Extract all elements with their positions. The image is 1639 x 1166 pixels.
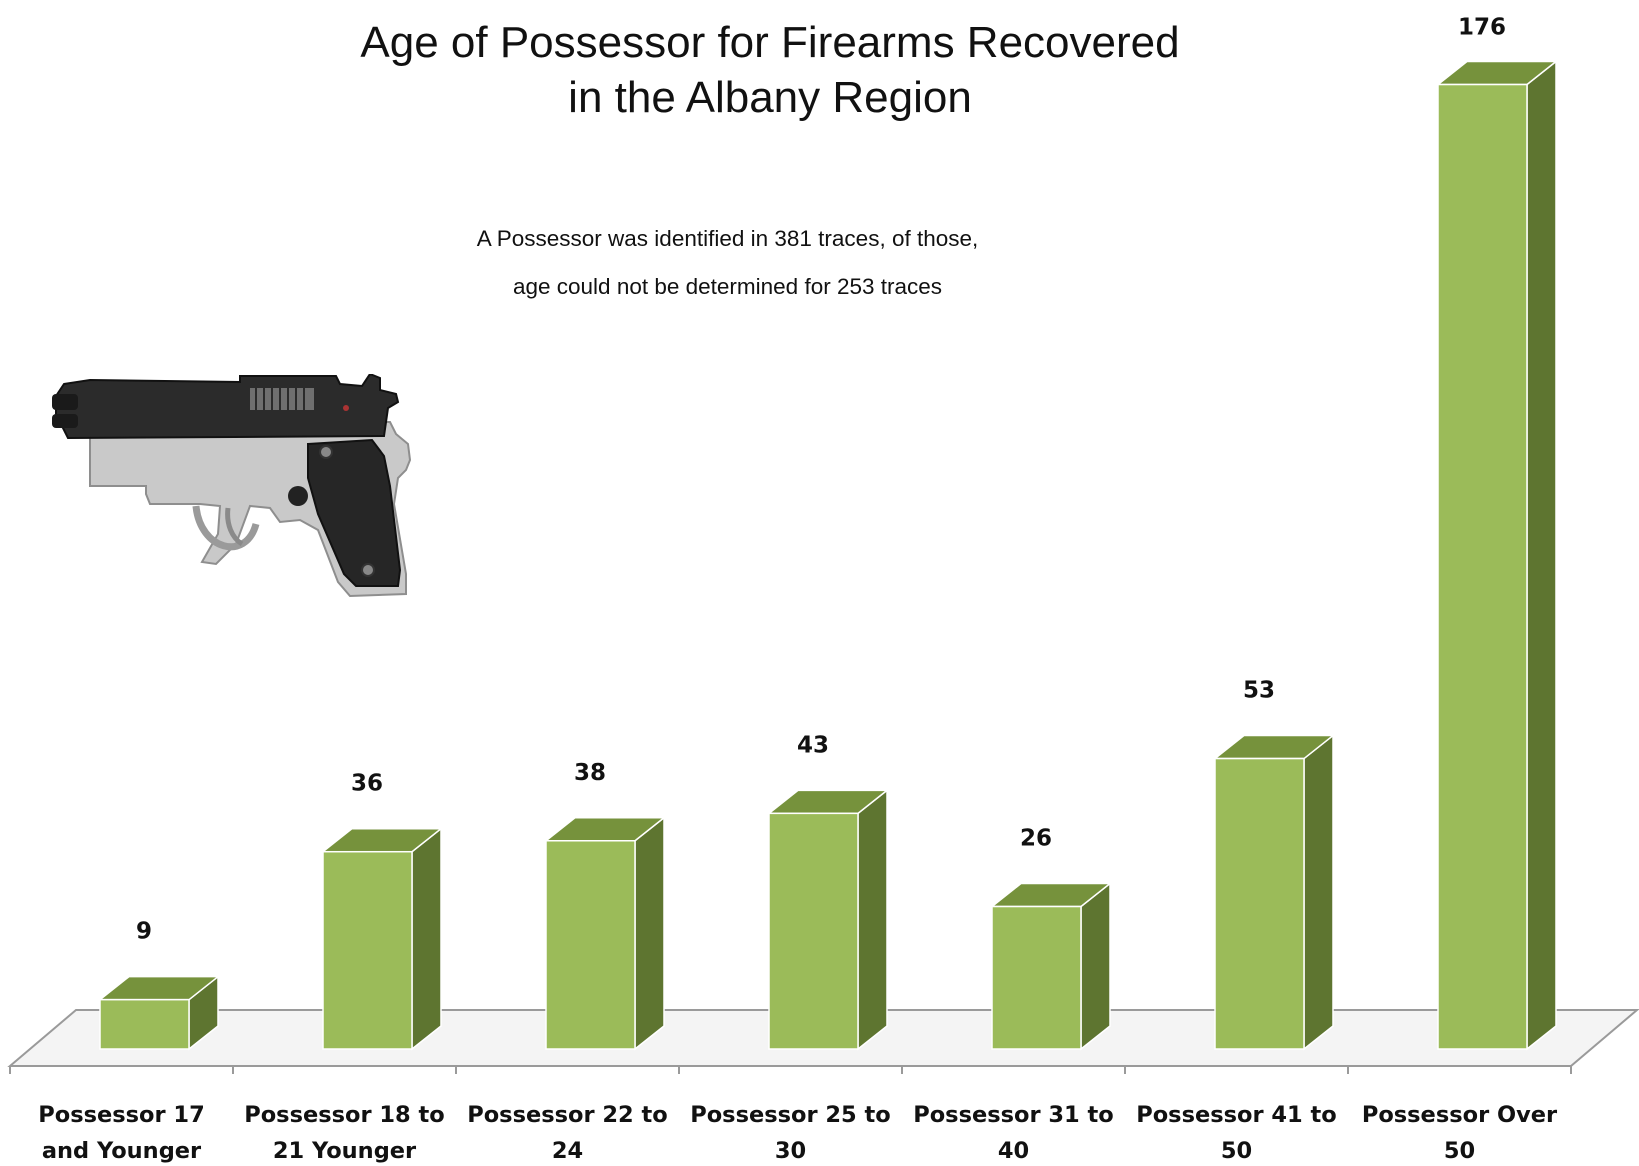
bar-front-face bbox=[1214, 757, 1305, 1050]
bar-7 bbox=[1435, 59, 1559, 1051]
category-label: Possessor 31 to bbox=[913, 1102, 1114, 1128]
category-label: Possessor 22 to bbox=[467, 1102, 668, 1128]
bar-front-face bbox=[1437, 83, 1528, 1050]
bar-side-face bbox=[1303, 734, 1334, 1051]
bar-3 bbox=[543, 816, 667, 1051]
bar-1 bbox=[97, 975, 221, 1051]
bar-6 bbox=[1212, 734, 1336, 1051]
chart-annotation-line-1: A Possessor was identified in 381 traces… bbox=[476, 226, 979, 251]
bar-front-face bbox=[99, 998, 190, 1050]
bar-2 bbox=[320, 827, 444, 1051]
category-axis-ticks bbox=[9, 1066, 1572, 1074]
bar-4 bbox=[766, 788, 890, 1051]
category-label: Possessor 41 to bbox=[1136, 1102, 1337, 1128]
data-label: 36 bbox=[351, 771, 383, 797]
data-label: 53 bbox=[1243, 678, 1275, 704]
data-labels: 9 36 38 43 26 53 176 bbox=[136, 15, 1506, 945]
bar-5 bbox=[989, 881, 1113, 1051]
bar-front-face bbox=[545, 840, 636, 1050]
category-label: and Younger bbox=[42, 1138, 202, 1164]
bar-front-face bbox=[768, 812, 859, 1050]
category-label: Possessor Over bbox=[1362, 1102, 1558, 1128]
data-label: 38 bbox=[574, 760, 606, 786]
data-label: 26 bbox=[1020, 826, 1052, 852]
category-label: 50 bbox=[1221, 1138, 1252, 1164]
category-label: Possessor 25 to bbox=[690, 1102, 891, 1128]
data-label: 176 bbox=[1458, 15, 1506, 41]
bar-side-face bbox=[1080, 881, 1111, 1051]
bar-side-face bbox=[411, 827, 442, 1051]
bar-front-face bbox=[991, 905, 1082, 1050]
bar-front-face bbox=[322, 850, 413, 1050]
bar-side-face bbox=[1526, 59, 1557, 1051]
chart-title-line-2: in the Albany Region bbox=[568, 73, 972, 122]
category-label: 21 Younger bbox=[273, 1138, 417, 1164]
category-label: 40 bbox=[998, 1138, 1029, 1164]
category-label: 50 bbox=[1444, 1138, 1475, 1164]
data-label: 9 bbox=[136, 919, 152, 945]
pistol-icon bbox=[52, 374, 412, 598]
category-label: Possessor 17 bbox=[38, 1102, 204, 1128]
data-label: 43 bbox=[797, 732, 829, 758]
chart-title-line-1: Age of Possessor for Firearms Recovered bbox=[360, 18, 1180, 67]
bar-series bbox=[97, 59, 1559, 1051]
category-label: Possessor 18 to bbox=[244, 1102, 445, 1128]
category-label: 24 bbox=[552, 1138, 583, 1164]
bar-side-face bbox=[634, 816, 665, 1051]
category-axis-labels: Possessor 17 and Younger Possessor 18 to 21… bbox=[38, 1102, 1558, 1164]
chart-annotation-line-2: age could not be determined for 253 trac… bbox=[512, 274, 943, 299]
category-label: 30 bbox=[775, 1138, 806, 1164]
bar-side-face bbox=[857, 788, 888, 1051]
